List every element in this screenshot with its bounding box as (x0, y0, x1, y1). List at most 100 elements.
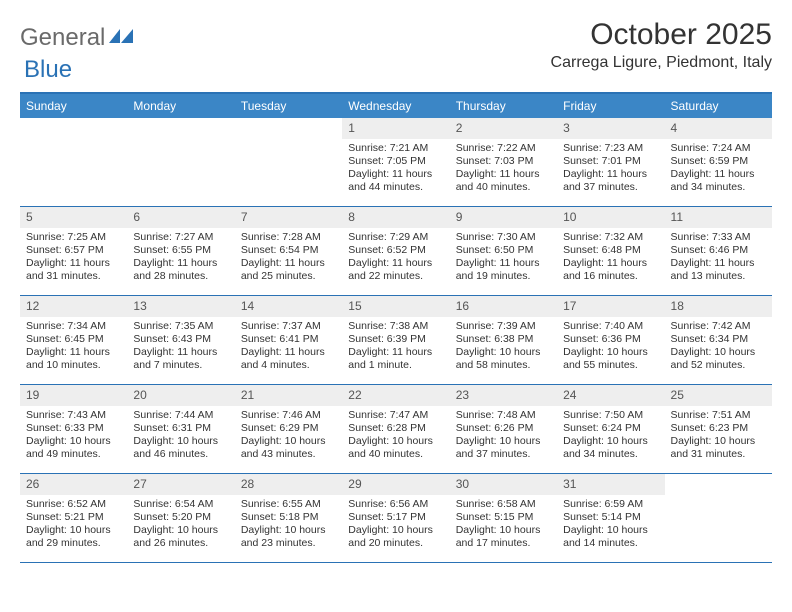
day-body: Sunrise: 7:30 AMSunset: 6:50 PMDaylight:… (450, 228, 557, 289)
day-number: 11 (665, 207, 772, 228)
day-body: Sunrise: 7:33 AMSunset: 6:46 PMDaylight:… (665, 228, 772, 289)
day-body: Sunrise: 6:54 AMSunset: 5:20 PMDaylight:… (127, 495, 234, 556)
day-cell: 5Sunrise: 7:25 AMSunset: 6:57 PMDaylight… (20, 207, 127, 295)
title-block: October 2025 Carrega Ligure, Piedmont, I… (551, 18, 772, 72)
daylight-line: Daylight: 11 hours and 7 minutes. (133, 346, 228, 372)
day-body: Sunrise: 6:56 AMSunset: 5:17 PMDaylight:… (342, 495, 449, 556)
day-number: 21 (235, 385, 342, 406)
day-cell: 17Sunrise: 7:40 AMSunset: 6:36 PMDayligh… (557, 296, 664, 384)
sunrise-line: Sunrise: 7:32 AM (563, 231, 658, 244)
sunset-line: Sunset: 5:14 PM (563, 511, 658, 524)
week-row: 26 Sunrise: 6:52 AMSunset: 5:21 PM Dayligh… (20, 474, 772, 563)
daylight-line: Daylight: 11 hours and 22 minutes. (348, 257, 443, 283)
day-body: Sunrise: 7:35 AMSunset: 6:43 PMDaylight:… (127, 317, 234, 378)
sunrise-line: Sunrise: 7:38 AM (348, 320, 443, 333)
day-cell: 31Sunrise: 6:59 AMSunset: 5:14 PMDayligh… (557, 474, 664, 562)
sunset-line: Sunset: 5:17 PM (348, 511, 443, 524)
day-body: Sunrise: 7:46 AMSunset: 6:29 PMDaylight:… (235, 406, 342, 467)
daylight-line: Daylight: 11 hours and 16 minutes. (563, 257, 658, 283)
day-cell (20, 118, 127, 206)
day-number: 26 (20, 474, 127, 495)
day-cell: 11Sunrise: 7:33 AMSunset: 6:46 PMDayligh… (665, 207, 772, 295)
day-number: 14 (235, 296, 342, 317)
sunrise-line: Sunrise: 7:46 AM (241, 409, 336, 422)
sunrise-line: Sunrise: 7:34 AM (26, 320, 121, 333)
day-body: Sunrise: 7:34 AMSunset: 6:45 PMDaylight:… (20, 317, 127, 378)
sunset-line: Sunset: 6:39 PM (348, 333, 443, 346)
day-body: Sunrise: 7:22 AMSunset: 7:03 PMDaylight:… (450, 139, 557, 200)
sunset-line: Sunset: 6:57 PM (26, 244, 121, 257)
day-number: 1 (342, 118, 449, 139)
brand-mark-icon (109, 24, 135, 52)
calendar: Sunday Monday Tuesday Wednesday Thursday… (20, 92, 772, 563)
sunrise-line: Sunrise: 7:22 AM (456, 142, 551, 155)
day-body: Sunrise: 6:59 AMSunset: 5:14 PMDaylight:… (557, 495, 664, 556)
day-body: Sunrise: 7:42 AMSunset: 6:34 PMDaylight:… (665, 317, 772, 378)
day-body: Sunrise: 7:37 AMSunset: 6:41 PMDaylight:… (235, 317, 342, 378)
day-body: Sunrise: 7:24 AMSunset: 6:59 PMDaylight:… (665, 139, 772, 200)
day-number: 6 (127, 207, 234, 228)
day-body: Sunrise: 7:32 AMSunset: 6:48 PMDaylight:… (557, 228, 664, 289)
day-cell: 27Sunrise: 6:54 AMSunset: 5:20 PMDayligh… (127, 474, 234, 562)
day-body: Sunrise: 7:40 AMSunset: 6:36 PMDaylight:… (557, 317, 664, 378)
sunset-line: Sunset: 6:34 PM (671, 333, 766, 346)
sunrise-line: Sunrise: 7:47 AM (348, 409, 443, 422)
day-cell: 15Sunrise: 7:38 AMSunset: 6:39 PMDayligh… (342, 296, 449, 384)
daylight-line: Daylight: 10 hours and 34 minutes. (563, 435, 658, 461)
sunrise-line: Sunrise: 6:52 AM (26, 498, 121, 511)
day-number: 8 (342, 207, 449, 228)
daylight-line: Daylight: 11 hours and 25 minutes. (241, 257, 336, 283)
week-row: 5 Sunrise: 7:25 AMSunset: 6:57 PM Daylight… (20, 207, 772, 296)
sunset-line: Sunset: 6:36 PM (563, 333, 658, 346)
day-number: 17 (557, 296, 664, 317)
sunrise-line: Sunrise: 7:30 AM (456, 231, 551, 244)
daylight-line: Daylight: 11 hours and 13 minutes. (671, 257, 766, 283)
sunrise-line: Sunrise: 6:54 AM (133, 498, 228, 511)
sunrise-line: Sunrise: 7:42 AM (671, 320, 766, 333)
sunrise-line: Sunrise: 6:59 AM (563, 498, 658, 511)
day-number: 31 (557, 474, 664, 495)
daylight-line: Daylight: 10 hours and 31 minutes. (671, 435, 766, 461)
day-cell: 8Sunrise: 7:29 AMSunset: 6:52 PMDaylight… (342, 207, 449, 295)
dow-monday: Monday (127, 94, 234, 118)
sunset-line: Sunset: 5:21 PM (26, 511, 121, 524)
day-cell: 25Sunrise: 7:51 AMSunset: 6:23 PMDayligh… (665, 385, 772, 473)
day-body: Sunrise: 6:58 AMSunset: 5:15 PMDaylight:… (450, 495, 557, 556)
day-number: 15 (342, 296, 449, 317)
sunset-line: Sunset: 6:45 PM (26, 333, 121, 346)
day-body: Sunrise: 6:55 AMSunset: 5:18 PMDaylight:… (235, 495, 342, 556)
week-row: 19Sunrise: 7:43 AMSunset: 6:33 PMDayligh… (20, 385, 772, 474)
day-number: 7 (235, 207, 342, 228)
day-number: 16 (450, 296, 557, 317)
week-row: 1Sunrise: 7:21 AMSunset: 7:05 PMDaylight… (20, 118, 772, 207)
sunset-line: Sunset: 6:54 PM (241, 244, 336, 257)
sunrise-line: Sunrise: 7:25 AM (26, 231, 121, 244)
day-body: Sunrise: 7:51 AMSunset: 6:23 PMDaylight:… (665, 406, 772, 467)
brand-logo: General (20, 18, 135, 52)
day-number: 24 (557, 385, 664, 406)
sunset-line: Sunset: 5:18 PM (241, 511, 336, 524)
dow-thursday: Thursday (450, 94, 557, 118)
daylight-line: Daylight: 10 hours and 26 minutes. (133, 524, 228, 550)
sunrise-line: Sunrise: 7:33 AM (671, 231, 766, 244)
day-cell: 13Sunrise: 7:35 AMSunset: 6:43 PMDayligh… (127, 296, 234, 384)
day-body: Sunrise: 7:29 AMSunset: 6:52 PMDaylight:… (342, 228, 449, 289)
day-number: 5 (20, 207, 127, 228)
daylight-line: Daylight: 10 hours and 37 minutes. (456, 435, 551, 461)
sunset-line: Sunset: 7:01 PM (563, 155, 658, 168)
dow-tuesday: Tuesday (235, 94, 342, 118)
day-cell: 21Sunrise: 7:46 AMSunset: 6:29 PMDayligh… (235, 385, 342, 473)
day-body: Sunrise: 7:21 AMSunset: 7:05 PMDaylight:… (342, 139, 449, 200)
day-body: Sunrise: 7:39 AMSunset: 6:38 PMDaylight:… (450, 317, 557, 378)
day-cell: 18Sunrise: 7:42 AMSunset: 6:34 PMDayligh… (665, 296, 772, 384)
day-body: Sunrise: 7:48 AMSunset: 6:26 PMDaylight:… (450, 406, 557, 467)
daylight-line: Daylight: 10 hours and 23 minutes. (241, 524, 336, 550)
day-cell: 26Sunrise: 6:52 AMSunset: 5:21 PMDayligh… (20, 474, 127, 562)
day-cell: 19Sunrise: 7:43 AMSunset: 6:33 PMDayligh… (20, 385, 127, 473)
sunset-line: Sunset: 6:52 PM (348, 244, 443, 257)
sunset-line: Sunset: 6:33 PM (26, 422, 121, 435)
day-cell: 23Sunrise: 7:48 AMSunset: 6:26 PMDayligh… (450, 385, 557, 473)
day-cell (665, 474, 772, 562)
day-number: 13 (127, 296, 234, 317)
sunset-line: Sunset: 6:28 PM (348, 422, 443, 435)
